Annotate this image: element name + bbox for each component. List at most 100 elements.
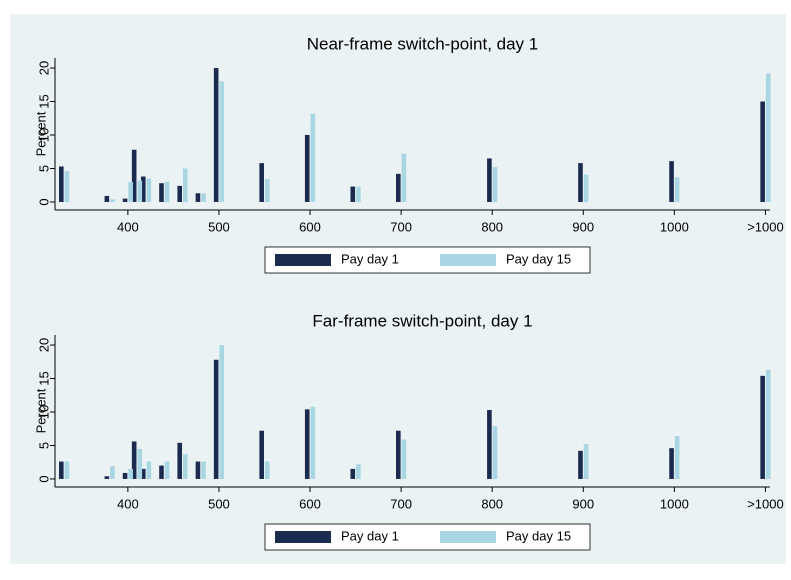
bar <box>401 439 407 479</box>
x-tick-label: >1000 <box>747 219 784 234</box>
bar <box>137 448 143 479</box>
bar <box>122 472 128 479</box>
bar <box>110 199 115 202</box>
bar <box>183 168 188 202</box>
bar <box>219 345 225 479</box>
bar <box>137 180 143 202</box>
legend-label: Pay day 15 <box>506 528 571 543</box>
bar <box>110 466 115 479</box>
bar <box>213 359 219 479</box>
x-tick-label: 700 <box>390 496 412 511</box>
bar <box>583 444 589 479</box>
bar <box>164 461 170 479</box>
x-tick-label: 600 <box>299 496 321 511</box>
bar <box>159 183 164 202</box>
bar <box>492 167 498 202</box>
y-axis-label: Percent <box>33 388 48 433</box>
x-tick-label: 900 <box>572 496 594 511</box>
chart-title: Far-frame switch-point, day 1 <box>312 311 532 330</box>
y-tick-label: 5 <box>36 442 51 449</box>
y-tick-label: 20 <box>36 338 51 352</box>
bar <box>164 181 170 202</box>
bar <box>578 163 583 202</box>
bar <box>350 468 356 479</box>
legend-swatch <box>275 254 331 266</box>
bar <box>177 442 183 479</box>
x-tick-label: 500 <box>208 496 230 511</box>
y-tick-label: 0 <box>36 475 51 482</box>
bar <box>583 174 589 202</box>
x-tick-label: 1000 <box>660 496 689 511</box>
x-tick-label: 500 <box>208 219 230 234</box>
bar <box>396 173 401 202</box>
legend-swatch <box>440 254 496 266</box>
x-tick-label: 400 <box>117 496 139 511</box>
bar <box>128 181 133 202</box>
bar <box>401 153 407 202</box>
legend-swatch <box>275 531 331 543</box>
bar <box>259 430 264 479</box>
bar <box>177 185 183 202</box>
bar <box>487 158 492 202</box>
bar <box>674 436 680 479</box>
bar <box>104 476 110 479</box>
bar <box>201 193 206 202</box>
bar <box>219 81 225 202</box>
bar <box>183 454 188 479</box>
y-tick-label: 10 <box>36 128 51 142</box>
y-tick-label: 15 <box>36 371 51 385</box>
legend-label: Pay day 1 <box>341 528 399 543</box>
bar <box>259 163 264 202</box>
y-tick-label: 5 <box>36 165 51 172</box>
bar <box>760 101 765 202</box>
bar <box>760 375 765 479</box>
x-tick-label: 900 <box>572 219 594 234</box>
legend-label: Pay day 15 <box>506 251 571 266</box>
x-tick-label: 1000 <box>660 219 689 234</box>
bar <box>310 113 316 202</box>
x-tick-label: 800 <box>481 496 503 511</box>
bar <box>213 68 219 202</box>
y-tick-label: 0 <box>36 198 51 205</box>
legend-swatch <box>440 531 496 543</box>
bar <box>669 448 674 479</box>
bar <box>131 149 137 202</box>
chart-title: Near-frame switch-point, day 1 <box>307 34 538 53</box>
bar <box>140 176 146 202</box>
bar <box>195 461 201 479</box>
bar <box>201 461 206 479</box>
bar <box>159 465 164 479</box>
bar <box>146 461 152 479</box>
plot-area <box>55 58 770 210</box>
bar <box>59 461 64 479</box>
bar <box>59 166 64 202</box>
bar <box>104 195 110 202</box>
bar <box>578 450 583 479</box>
bar <box>669 161 674 202</box>
y-tick-label: 10 <box>36 405 51 419</box>
bar <box>146 178 152 202</box>
bar <box>195 193 201 202</box>
x-tick-label: 600 <box>299 219 321 234</box>
bar <box>492 426 498 479</box>
bar <box>674 177 680 202</box>
bar <box>128 468 133 479</box>
bar <box>122 198 128 202</box>
x-tick-label: >1000 <box>747 496 784 511</box>
x-tick-label: 800 <box>481 219 503 234</box>
bar <box>396 430 401 479</box>
bar <box>264 461 270 479</box>
bar <box>487 409 492 479</box>
bar <box>264 179 270 202</box>
y-axis-label: Percent <box>33 111 48 156</box>
bar <box>356 464 361 479</box>
bar <box>304 135 310 202</box>
y-tick-label: 20 <box>36 61 51 75</box>
legend-label: Pay day 1 <box>341 251 399 266</box>
bar <box>310 406 316 479</box>
bar <box>765 73 771 202</box>
bar <box>131 441 137 479</box>
bar <box>765 369 771 479</box>
x-tick-label: 700 <box>390 219 412 234</box>
